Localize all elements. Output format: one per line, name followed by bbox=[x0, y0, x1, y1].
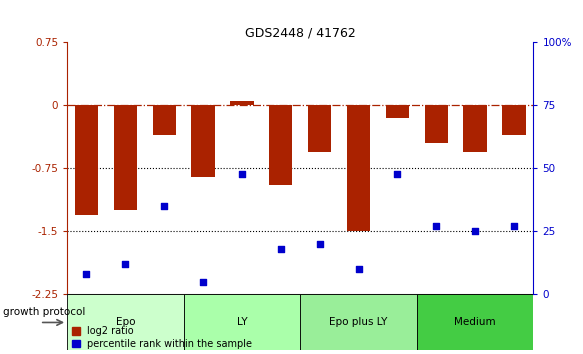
Text: GSM144146: GSM144146 bbox=[276, 297, 285, 348]
Bar bbox=[184, 295, 300, 350]
Point bbox=[354, 267, 363, 272]
Bar bbox=[424, 105, 448, 143]
Bar bbox=[503, 105, 526, 135]
Text: growth protocol: growth protocol bbox=[3, 307, 85, 317]
Point bbox=[82, 272, 91, 277]
Title: GDS2448 / 41762: GDS2448 / 41762 bbox=[245, 27, 356, 40]
Bar bbox=[75, 105, 98, 215]
Point bbox=[470, 229, 480, 234]
Bar bbox=[386, 105, 409, 118]
Bar bbox=[230, 101, 254, 105]
Legend: log2 ratio, percentile rank within the sample: log2 ratio, percentile rank within the s… bbox=[72, 326, 252, 349]
Text: GSM144144: GSM144144 bbox=[237, 297, 247, 348]
Bar bbox=[417, 295, 533, 350]
Bar bbox=[269, 105, 293, 185]
Bar bbox=[153, 105, 176, 135]
Text: GSM144143: GSM144143 bbox=[432, 297, 441, 348]
Text: GSM144145: GSM144145 bbox=[470, 297, 480, 348]
Text: GSM144140: GSM144140 bbox=[121, 297, 130, 348]
Text: LY: LY bbox=[237, 318, 247, 327]
Text: GSM144139: GSM144139 bbox=[315, 297, 324, 348]
Point bbox=[237, 171, 247, 176]
Text: Epo: Epo bbox=[115, 318, 135, 327]
Bar bbox=[300, 295, 417, 350]
Text: GSM144137: GSM144137 bbox=[199, 297, 208, 348]
Bar bbox=[114, 105, 137, 211]
Bar bbox=[347, 105, 370, 232]
Point bbox=[431, 224, 441, 229]
Bar bbox=[308, 105, 331, 152]
Point bbox=[121, 261, 130, 267]
Bar bbox=[463, 105, 487, 152]
Point bbox=[198, 279, 208, 285]
Text: Medium: Medium bbox=[454, 318, 496, 327]
Text: GSM144141: GSM144141 bbox=[354, 297, 363, 348]
Point bbox=[510, 224, 519, 229]
Point bbox=[393, 171, 402, 176]
Text: GSM144142: GSM144142 bbox=[393, 297, 402, 348]
Bar bbox=[67, 295, 184, 350]
Bar bbox=[191, 105, 215, 177]
Text: GSM144147: GSM144147 bbox=[160, 297, 168, 348]
Point bbox=[276, 246, 286, 252]
Text: Epo plus LY: Epo plus LY bbox=[329, 318, 388, 327]
Point bbox=[160, 204, 169, 209]
Text: GSM144148: GSM144148 bbox=[510, 297, 518, 348]
Text: GSM144138: GSM144138 bbox=[82, 297, 91, 348]
Point bbox=[315, 241, 324, 247]
